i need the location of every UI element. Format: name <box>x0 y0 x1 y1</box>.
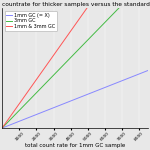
1mm & 3mm GC <box>1 127 3 129</box>
1mm & 3mm GC <box>88 4 90 6</box>
1mm GC (= X) <box>70 100 72 102</box>
1mm GC (= X) <box>144 71 145 73</box>
Text: countrate for thicker samples versus the standard 1mm GC: countrate for thicker samples versus the… <box>2 2 150 7</box>
Legend: 1mm GC (= X), 3mm GC, 1mm & 3mm GC: 1mm GC (= X), 3mm GC, 1mm & 3mm GC <box>4 11 57 31</box>
1mm & 3mm GC <box>71 28 73 30</box>
3mm GC <box>71 55 73 57</box>
1mm GC (= X) <box>71 99 73 101</box>
Line: 1mm & 3mm GC: 1mm & 3mm GC <box>2 0 148 128</box>
3mm GC <box>88 38 90 40</box>
1mm GC (= X) <box>1 127 3 129</box>
1mm GC (= X) <box>80 96 82 98</box>
3mm GC <box>80 46 82 48</box>
1mm GC (= X) <box>88 93 90 95</box>
1mm GC (= X) <box>147 70 149 71</box>
3mm GC <box>70 56 72 58</box>
1mm & 3mm GC <box>70 29 72 31</box>
1mm & 3mm GC <box>80 16 82 17</box>
X-axis label: total count rate for 1mm GC sample: total count rate for 1mm GC sample <box>25 143 125 148</box>
Line: 3mm GC: 3mm GC <box>2 0 148 128</box>
Line: 1mm GC (= X): 1mm GC (= X) <box>2 70 148 128</box>
3mm GC <box>121 4 123 6</box>
3mm GC <box>1 127 3 129</box>
1mm GC (= X) <box>121 80 123 82</box>
